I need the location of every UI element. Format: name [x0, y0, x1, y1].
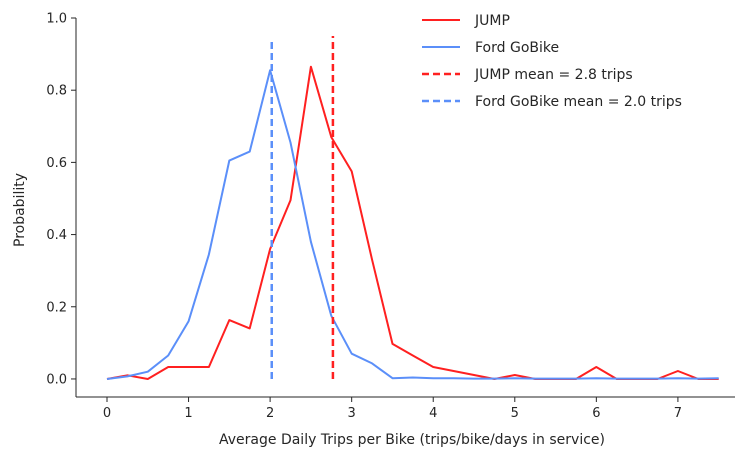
x-tick-label: 3: [348, 406, 356, 421]
y-tick-label: 0.4: [46, 228, 67, 243]
legend: JUMP Ford GoBike JUMP mean = 2.8 trips Ford…: [422, 13, 682, 110]
x-tick-label: 7: [674, 406, 682, 421]
x-tick-label: 6: [592, 406, 600, 421]
legend-label: JUMP mean = 2.8 trips: [474, 67, 633, 83]
y-tick-label: 0.2: [46, 300, 67, 315]
y-tick-label: 0.8: [46, 84, 67, 99]
x-axis-label: Average Daily Trips per Bike (trips/bike…: [219, 432, 605, 448]
x-tick-label: 5: [511, 406, 519, 421]
y-tick-label: 0.0: [46, 372, 67, 387]
series-lines: [106, 36, 719, 380]
x-tick-label: 4: [429, 406, 437, 421]
legend-label: Ford GoBike: [475, 40, 559, 56]
y-axis-label: Probability: [12, 173, 28, 247]
y-tick-label: 1.0: [46, 12, 67, 27]
x-tick-label: 2: [266, 406, 274, 421]
axes: 0 1 2 3 4 5 6 7 0.0 0.2 0.4 0.6 0.8 1.0: [46, 12, 735, 421]
y-tick-label: 0.6: [46, 156, 67, 171]
legend-label: JUMP: [474, 13, 510, 29]
x-tick-label: 1: [184, 406, 192, 421]
series-line-jump: [106, 65, 719, 380]
series-line-ford-gobike: [106, 69, 719, 380]
x-tick-label: 0: [103, 406, 111, 421]
legend-label: Ford GoBike mean = 2.0 trips: [475, 94, 682, 110]
